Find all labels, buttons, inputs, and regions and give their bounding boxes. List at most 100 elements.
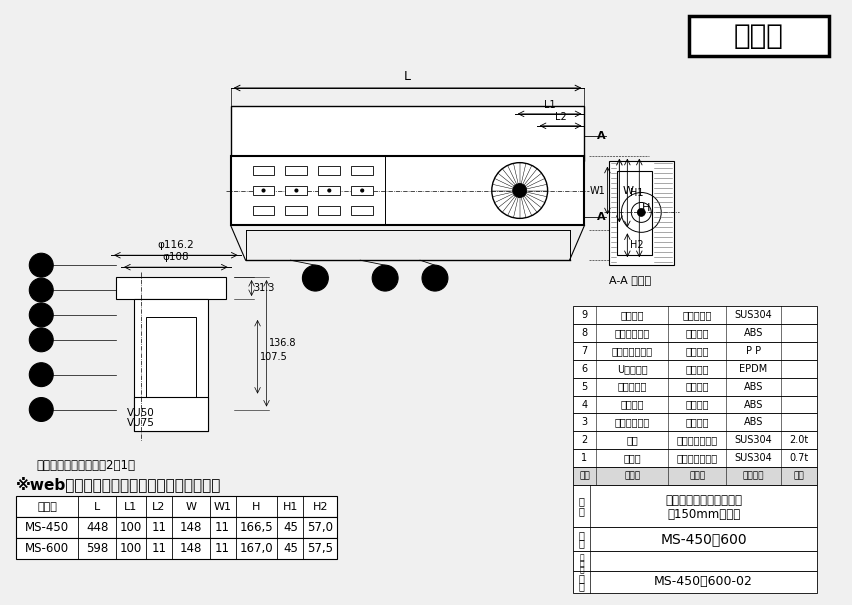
Text: W1: W1 bbox=[589, 186, 605, 195]
Text: 合成樹脂: 合成樹脂 bbox=[684, 399, 708, 410]
Text: アンカー: アンカー bbox=[620, 310, 643, 320]
Text: 寸: 寸 bbox=[579, 554, 583, 563]
Text: 9: 9 bbox=[581, 310, 587, 320]
Text: W1: W1 bbox=[213, 502, 232, 512]
Text: 148: 148 bbox=[180, 521, 202, 534]
Text: H1: H1 bbox=[630, 188, 643, 198]
Text: ステンレス: ステンレス bbox=[682, 310, 711, 320]
Bar bbox=[146, 317, 195, 396]
Bar bbox=[285, 166, 307, 175]
Text: 107.5: 107.5 bbox=[259, 352, 287, 362]
Text: H2: H2 bbox=[630, 240, 643, 250]
Circle shape bbox=[302, 265, 328, 291]
Text: 148: 148 bbox=[180, 542, 202, 555]
Bar bbox=[688, 16, 827, 56]
Text: 名: 名 bbox=[578, 506, 584, 516]
Text: SUS304: SUS304 bbox=[734, 453, 771, 463]
Text: フランジ: フランジ bbox=[620, 399, 643, 410]
Text: 防臭キャップ: 防臭キャップ bbox=[614, 328, 649, 338]
Circle shape bbox=[295, 189, 297, 192]
Bar bbox=[252, 186, 274, 195]
Bar bbox=[285, 186, 307, 195]
Text: 9: 9 bbox=[311, 272, 319, 284]
Text: ステンレス錄板: ステンレス錄板 bbox=[676, 436, 717, 445]
Bar bbox=[572, 551, 815, 571]
Text: L1: L1 bbox=[124, 502, 137, 512]
Text: ABS: ABS bbox=[743, 382, 763, 391]
Circle shape bbox=[29, 278, 53, 302]
Text: 合成ゴム: 合成ゴム bbox=[684, 364, 708, 374]
Bar bbox=[572, 342, 815, 360]
Bar bbox=[617, 171, 652, 255]
Text: 浅型トラップ詳細図（2：1）: 浅型トラップ詳細図（2：1） bbox=[37, 459, 135, 473]
Text: 合成樹脂: 合成樹脂 bbox=[684, 346, 708, 356]
Text: 品: 品 bbox=[578, 530, 584, 540]
Bar bbox=[608, 161, 673, 265]
Text: 31.3: 31.3 bbox=[253, 283, 274, 293]
Text: 57,5: 57,5 bbox=[307, 542, 333, 555]
Text: 136.8: 136.8 bbox=[268, 338, 296, 348]
Bar bbox=[572, 396, 815, 413]
Text: φ108: φ108 bbox=[163, 252, 189, 262]
Text: A: A bbox=[596, 131, 604, 141]
Bar bbox=[230, 155, 584, 225]
Bar bbox=[351, 186, 372, 195]
Text: トラップ本体: トラップ本体 bbox=[614, 417, 649, 428]
Text: L1: L1 bbox=[543, 100, 555, 110]
Bar bbox=[116, 277, 226, 299]
Text: L2: L2 bbox=[554, 112, 566, 122]
Bar bbox=[572, 378, 815, 396]
Bar bbox=[572, 571, 815, 593]
Text: Uパッキン: Uパッキン bbox=[616, 364, 647, 374]
Circle shape bbox=[371, 265, 398, 291]
Bar bbox=[572, 450, 815, 467]
Text: フタ: フタ bbox=[625, 436, 637, 445]
Bar bbox=[16, 538, 337, 559]
Text: A: A bbox=[596, 212, 604, 223]
Bar bbox=[318, 186, 340, 195]
Text: 7: 7 bbox=[581, 346, 587, 356]
Text: 法: 法 bbox=[579, 560, 583, 569]
Text: ロックネジ: ロックネジ bbox=[617, 382, 647, 391]
Bar bbox=[252, 206, 274, 215]
Bar bbox=[134, 299, 208, 431]
Text: 7: 7 bbox=[37, 333, 45, 346]
Text: EPDM: EPDM bbox=[739, 364, 767, 374]
Text: 11: 11 bbox=[151, 542, 166, 555]
Circle shape bbox=[29, 397, 53, 422]
Bar bbox=[16, 517, 337, 538]
Text: 3: 3 bbox=[37, 403, 45, 416]
Bar bbox=[572, 485, 815, 527]
Bar bbox=[572, 467, 815, 485]
Text: 598: 598 bbox=[86, 542, 108, 555]
Text: 合成樹脂: 合成樹脂 bbox=[684, 328, 708, 338]
Circle shape bbox=[327, 189, 331, 192]
Text: 4: 4 bbox=[581, 399, 587, 410]
Text: 合成樹脂: 合成樹脂 bbox=[684, 382, 708, 391]
Text: 2.0t: 2.0t bbox=[788, 436, 808, 445]
Text: 図: 図 bbox=[579, 566, 583, 575]
Bar bbox=[572, 306, 815, 324]
Text: L: L bbox=[404, 70, 411, 83]
Text: H1: H1 bbox=[282, 502, 298, 512]
Text: VU75: VU75 bbox=[127, 419, 155, 428]
Bar bbox=[16, 496, 337, 517]
Text: SUS304: SUS304 bbox=[734, 310, 771, 320]
Circle shape bbox=[29, 253, 53, 277]
Text: 番: 番 bbox=[578, 581, 584, 590]
Text: 6: 6 bbox=[37, 309, 45, 321]
Text: 57,0: 57,0 bbox=[307, 521, 333, 534]
Text: 図: 図 bbox=[578, 573, 584, 583]
Bar bbox=[351, 166, 372, 175]
Text: MS-600: MS-600 bbox=[26, 542, 69, 555]
Text: ※web図面の為、等縮尺ではございません。: ※web図面の為、等縮尺ではございません。 bbox=[16, 476, 222, 492]
Text: φ116.2: φ116.2 bbox=[158, 240, 194, 250]
Circle shape bbox=[636, 209, 644, 217]
Text: W: W bbox=[622, 186, 633, 195]
Text: 合成樹脂: 合成樹脂 bbox=[684, 417, 708, 428]
Text: 3: 3 bbox=[581, 417, 587, 428]
Text: 167,0: 167,0 bbox=[239, 542, 273, 555]
Text: 幅150mmタイプ: 幅150mmタイプ bbox=[666, 508, 740, 520]
Text: H: H bbox=[642, 203, 650, 213]
Text: L: L bbox=[94, 502, 100, 512]
